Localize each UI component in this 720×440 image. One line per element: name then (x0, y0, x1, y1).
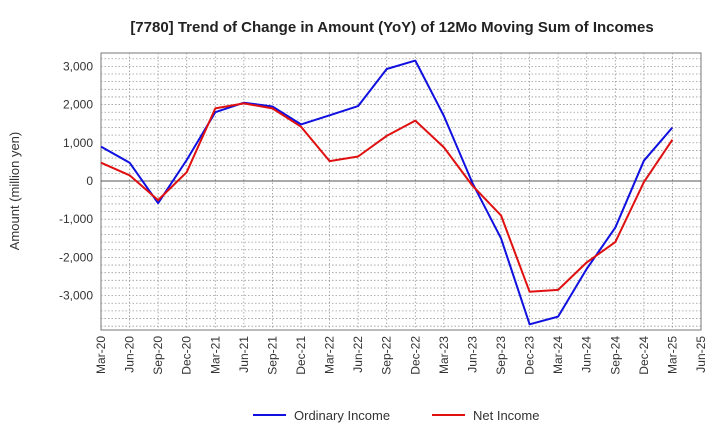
y-tick-label: 0 (86, 174, 93, 188)
x-tick-label: Sep-22 (380, 336, 394, 375)
y-tick-label: -2,000 (59, 250, 93, 264)
series-line-net-income (100, 102, 674, 293)
x-tick-label: Dec-24 (637, 336, 651, 375)
y-tick-label: 2,000 (63, 98, 93, 112)
x-tick-label: Sep-21 (265, 336, 279, 375)
x-tick-label: Jun-22 (351, 336, 365, 373)
x-tick-label: Mar-23 (437, 336, 451, 374)
x-tick-label: Dec-21 (294, 336, 308, 375)
plot-area (100, 52, 702, 331)
x-tick-label: Mar-20 (94, 336, 108, 374)
x-tick-label: Sep-24 (608, 336, 622, 375)
legend-label: Ordinary Income (294, 408, 390, 423)
series-group (100, 59, 674, 326)
x-tick-label: Mar-22 (323, 336, 337, 374)
y-tick-label: -3,000 (59, 289, 93, 303)
x-tick-label: Sep-20 (151, 336, 165, 375)
y-tick-label: 3,000 (63, 59, 93, 73)
y-tick-labels: -3,000 -2,000 -1,000 0 1,000 2,000 3,000 (59, 59, 93, 302)
x-tick-label: Mar-24 (551, 336, 565, 374)
y-tick-label: 1,000 (63, 136, 93, 150)
y-axis-label: Amount (million yen) (7, 132, 22, 251)
x-tick-label: Jun-23 (465, 336, 479, 373)
x-tick-label: Jun-25 (694, 336, 708, 373)
x-tick-label: Dec-22 (408, 336, 422, 375)
x-tick-label: Sep-23 (494, 336, 508, 375)
x-tick-label: Dec-23 (523, 336, 537, 375)
x-tick-label: Mar-21 (208, 336, 222, 374)
series-line-ordinary-income (100, 59, 674, 326)
x-tick-label: Jun-24 (580, 336, 594, 373)
x-tick-label: Jun-21 (237, 336, 251, 373)
legend-label: Net Income (473, 408, 539, 423)
legend: Ordinary Income Net Income (253, 408, 539, 423)
grid (101, 53, 701, 330)
y-tick-label: -1,000 (59, 212, 93, 226)
chart-title: [7780] Trend of Change in Amount (YoY) o… (130, 19, 653, 36)
x-tick-label: Jun-20 (123, 336, 137, 373)
x-tick-label: Mar-25 (665, 336, 679, 374)
x-tick-labels: Mar-20 Jun-20 Sep-20 Dec-20 Mar-21 Jun-21 Sep-… (94, 336, 708, 375)
x-tick-label: Dec-20 (180, 336, 194, 375)
